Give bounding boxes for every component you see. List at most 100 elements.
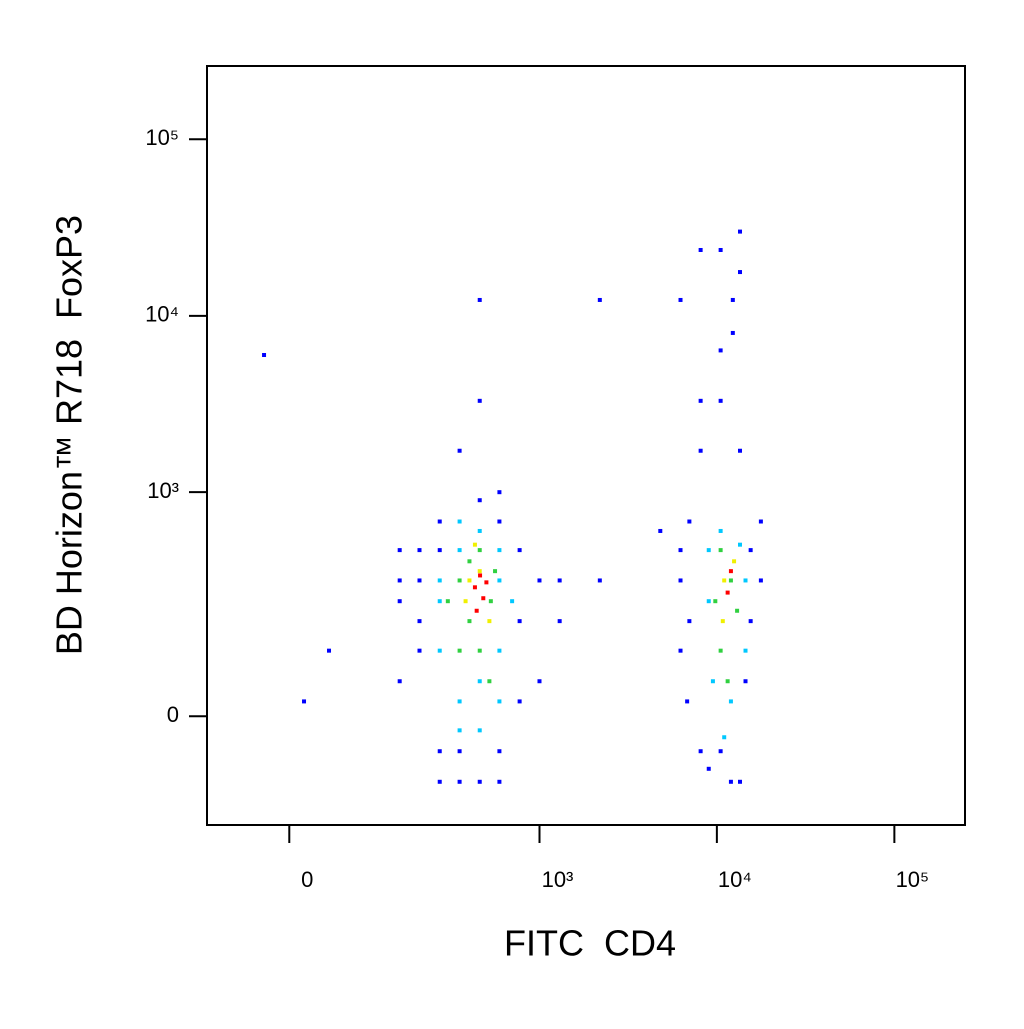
point: [678, 648, 683, 653]
point: [445, 599, 450, 604]
point: [417, 548, 422, 553]
point: [463, 599, 468, 604]
point: [467, 578, 472, 583]
point: [457, 448, 462, 453]
point: [537, 578, 542, 583]
point: [743, 648, 748, 653]
point: [738, 270, 743, 275]
plot-frame: [206, 65, 966, 826]
point: [262, 353, 267, 358]
point: [497, 699, 502, 704]
point: [457, 779, 462, 784]
point: [457, 749, 462, 754]
point: [706, 599, 711, 604]
point: [457, 728, 462, 733]
y-tick-label: 10⁴: [145, 302, 179, 327]
point: [748, 619, 753, 624]
point: [457, 548, 462, 553]
point: [397, 679, 402, 684]
x-tick-label: 0: [301, 867, 313, 892]
point: [725, 679, 730, 684]
point: [687, 519, 692, 524]
y-axis-label: BD Horizon™ R718 FoxP3: [49, 215, 90, 655]
point: [710, 679, 715, 684]
point: [302, 699, 307, 704]
point: [517, 699, 522, 704]
point: [510, 599, 515, 604]
point: [738, 229, 743, 234]
point: [698, 448, 703, 453]
point: [437, 749, 442, 754]
point: [481, 596, 486, 601]
point: [437, 578, 442, 583]
point: [706, 766, 711, 771]
point: [484, 580, 489, 585]
point: [457, 648, 462, 653]
point: [497, 490, 502, 495]
point: [730, 297, 735, 302]
point: [687, 619, 692, 624]
point: [597, 297, 602, 302]
point: [467, 559, 472, 564]
point: [698, 247, 703, 252]
point: [417, 619, 422, 624]
point: [397, 599, 402, 604]
point: [597, 578, 602, 583]
point: [658, 528, 663, 533]
point: [722, 578, 727, 583]
point: [327, 648, 332, 653]
point: [728, 779, 733, 784]
point: [397, 578, 402, 583]
point: [706, 548, 711, 553]
point: [517, 548, 522, 553]
point: [477, 679, 482, 684]
point: [728, 578, 733, 583]
point: [437, 648, 442, 653]
point: [517, 619, 522, 624]
point: [738, 542, 743, 547]
point: [758, 519, 763, 524]
point: [718, 247, 723, 252]
point: [678, 548, 683, 553]
point: [477, 398, 482, 403]
y-tick-label: 0: [167, 702, 179, 727]
y-tick-label: 10³: [147, 478, 179, 503]
point: [735, 608, 740, 613]
point: [720, 619, 725, 624]
point: [493, 569, 498, 574]
point: [497, 548, 502, 553]
x-tick-label: 10⁵: [896, 867, 930, 892]
point: [457, 519, 462, 524]
point: [477, 528, 482, 533]
point: [713, 599, 718, 604]
point: [478, 573, 483, 578]
point: [728, 699, 733, 704]
point: [474, 608, 479, 613]
y-tick-label: 10⁵: [145, 125, 179, 150]
point: [718, 528, 723, 533]
point: [457, 699, 462, 704]
x-tick-label: 10³: [542, 867, 574, 892]
point: [497, 578, 502, 583]
point: [488, 599, 493, 604]
point: [457, 578, 462, 583]
point: [417, 648, 422, 653]
x-axis-label: FITC CD4: [504, 923, 676, 964]
point: [487, 679, 492, 684]
point: [497, 779, 502, 784]
point: [477, 569, 482, 574]
point: [497, 749, 502, 754]
point: [477, 779, 482, 784]
point: [497, 648, 502, 653]
point: [718, 749, 723, 754]
point: [698, 749, 703, 754]
point: [738, 779, 743, 784]
point: [698, 398, 703, 403]
point: [397, 548, 402, 553]
point: [477, 498, 482, 503]
point: [437, 519, 442, 524]
point: [477, 648, 482, 653]
point: [437, 548, 442, 553]
point: [437, 599, 442, 604]
